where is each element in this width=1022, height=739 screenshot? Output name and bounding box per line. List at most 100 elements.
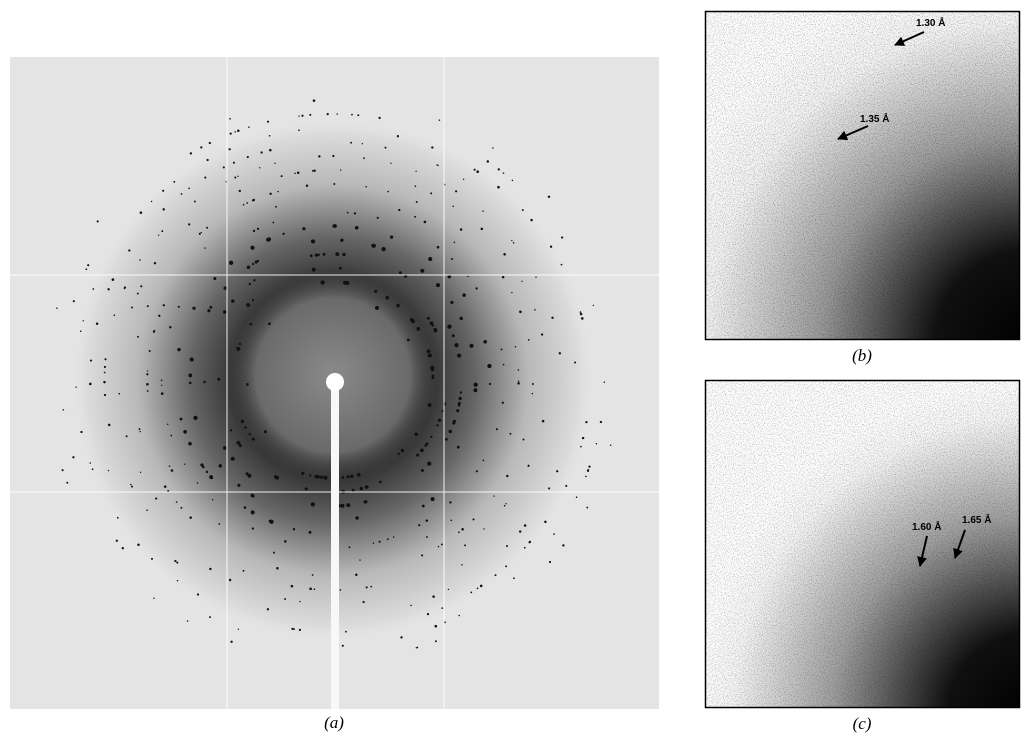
diffraction-spot <box>362 601 364 603</box>
diffraction-spot <box>284 540 287 543</box>
diffraction-spot <box>108 470 109 471</box>
diffraction-spot <box>430 321 434 325</box>
diffraction-spot <box>146 383 149 386</box>
diffraction-spot <box>313 170 315 172</box>
diffraction-spot <box>523 439 525 441</box>
detail-image <box>705 11 1020 340</box>
diffraction-spot <box>223 166 225 168</box>
diffraction-spot <box>415 171 416 172</box>
diffraction-spot <box>317 254 319 256</box>
diffraction-spot <box>447 324 451 328</box>
diffraction-spot <box>104 366 106 368</box>
diffraction-spot <box>253 230 255 232</box>
diffraction-spot <box>309 531 312 534</box>
diffraction-spot <box>421 554 423 556</box>
diffraction-spot <box>580 313 582 315</box>
diffraction-spot <box>257 260 259 262</box>
diffraction-spot <box>336 113 338 115</box>
diffraction-spot <box>241 420 244 423</box>
diffraction-spot <box>137 544 140 547</box>
diffraction-spot <box>116 540 118 542</box>
diffraction-spot <box>73 300 75 302</box>
diffraction-spot <box>177 348 180 351</box>
diffraction-spot <box>137 293 139 295</box>
diffraction-spot <box>187 620 189 622</box>
diffraction-spot <box>350 474 354 478</box>
diffraction-spot <box>320 280 324 284</box>
diffraction-spot <box>260 151 262 153</box>
diffraction-spot <box>596 443 597 444</box>
diffraction-spot <box>229 118 231 120</box>
diffraction-spot <box>164 485 167 488</box>
diffraction-spot <box>417 647 419 649</box>
diffraction-spot <box>411 319 415 323</box>
diffraction-spot <box>342 253 345 256</box>
diffraction-spot <box>234 131 236 133</box>
diffraction-spot <box>427 613 429 615</box>
diffraction-spot <box>137 336 139 338</box>
diffraction-spot <box>351 114 353 116</box>
diffraction-spot <box>190 152 192 154</box>
diffraction-spot <box>454 343 458 347</box>
diffraction-spot <box>519 310 522 313</box>
diffraction-spot <box>233 162 235 164</box>
diffraction-spot <box>140 211 143 214</box>
diffraction-spot <box>309 474 311 476</box>
diffraction-spot <box>206 159 208 161</box>
diffraction-spot <box>449 501 451 503</box>
diffraction-spot <box>252 263 254 265</box>
diffraction-spot <box>461 564 462 565</box>
diffraction-spot <box>301 115 303 117</box>
diffraction-spot <box>247 265 251 269</box>
diffraction-spot <box>346 503 350 507</box>
diffraction-spot <box>311 239 315 243</box>
diffraction-spot <box>425 442 428 445</box>
diffraction-spot <box>104 372 106 374</box>
diffraction-spot <box>352 489 355 492</box>
diffraction-spot <box>207 309 210 312</box>
resolution-label: 1.35 Å <box>860 112 889 125</box>
diffraction-spot <box>473 388 477 392</box>
diffraction-spot <box>366 586 368 588</box>
diffraction-spot <box>445 438 448 441</box>
diffraction-spot <box>448 589 449 590</box>
diffraction-spot <box>476 170 479 173</box>
diffraction-spot <box>209 568 211 570</box>
resolution-label: 1.65 Å <box>962 513 991 526</box>
diffraction-spot <box>246 303 250 307</box>
diffraction-spot <box>509 433 511 435</box>
diffraction-spot <box>385 296 389 300</box>
diffraction-spot <box>398 453 400 455</box>
diffraction-spot <box>146 509 148 511</box>
diffraction-spot <box>211 477 214 480</box>
diffraction-spot <box>151 558 153 560</box>
diffraction-spot <box>62 469 64 471</box>
diffraction-spot <box>420 269 424 273</box>
diffraction-spot <box>585 476 587 478</box>
diffraction-spot <box>426 519 429 522</box>
diffraction-spot <box>345 281 349 285</box>
diffraction-spot <box>103 381 105 383</box>
diffraction-spot <box>252 299 254 301</box>
diffraction-spot <box>432 595 435 598</box>
diffraction-spot <box>305 487 308 490</box>
diffraction-spot <box>332 155 334 157</box>
diffraction-spot <box>128 249 130 251</box>
diffraction-spot <box>291 628 293 630</box>
diffraction-spot <box>428 257 432 261</box>
diffraction-spot <box>343 281 346 284</box>
diffraction-spot <box>80 431 82 433</box>
diffraction-spot <box>124 286 126 288</box>
diffraction-spot <box>313 99 316 102</box>
diffraction-spot <box>318 155 320 157</box>
diffraction-spot <box>363 501 366 504</box>
diffraction-spot <box>360 487 363 490</box>
diffraction-spot <box>375 306 379 310</box>
diffraction-spot <box>455 190 457 192</box>
diffraction-spot <box>355 573 358 576</box>
diffraction-spot <box>452 422 455 425</box>
diffraction-spot <box>161 230 163 232</box>
diffraction-spot <box>122 547 124 549</box>
diffraction-spot <box>92 468 94 470</box>
diffraction-spot <box>252 527 254 529</box>
